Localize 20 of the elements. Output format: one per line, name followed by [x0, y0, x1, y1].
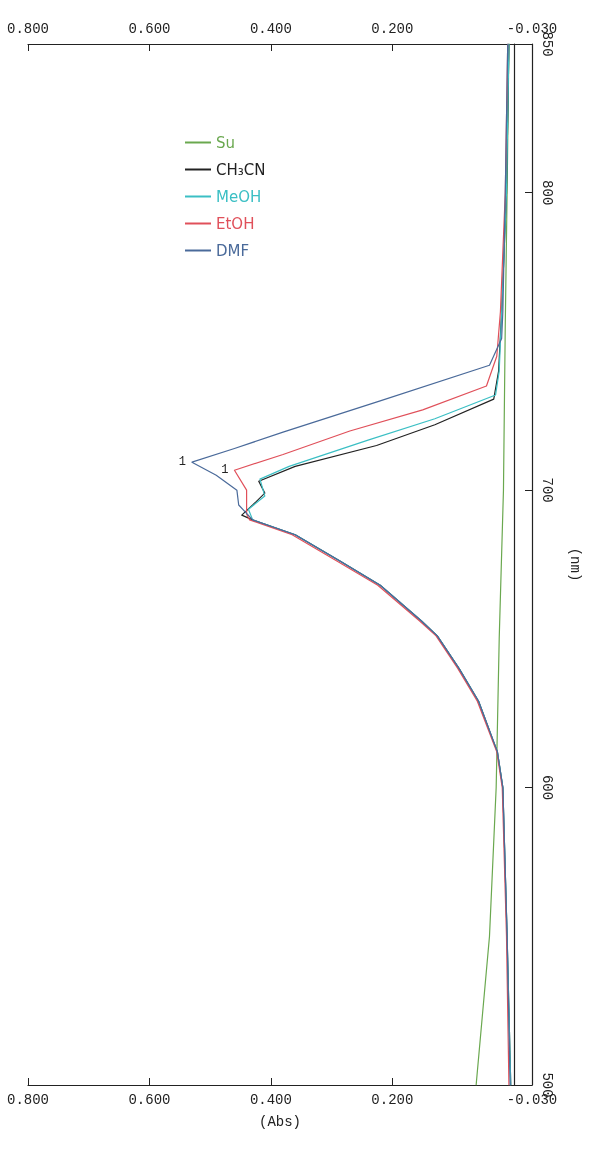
x-tick-label: 0.200 — [371, 1092, 414, 1108]
x2-tick-label: 0.600 — [128, 21, 171, 37]
legend-label: CH₃CN — [216, 160, 266, 179]
x-tick-label: 0.400 — [249, 1092, 292, 1108]
x2-tick-label: 0.400 — [249, 21, 292, 37]
y-axis-title: (nm) — [567, 547, 583, 582]
y-tick-label: 700 — [539, 477, 555, 503]
x-tick-label: 0.600 — [128, 1092, 171, 1108]
x-tick-label: 0.800 — [6, 1092, 50, 1108]
annotation: 1 — [178, 455, 186, 470]
legend-label: DMF — [216, 241, 250, 260]
x2-tick-label: 0.200 — [371, 21, 414, 37]
annotation: 1 — [221, 463, 229, 478]
legend-label: MeOH — [216, 187, 262, 206]
y-tick-label: 800 — [539, 180, 555, 206]
y-tick-label: 600 — [539, 774, 555, 801]
x2-tick-label: 0.800 — [6, 21, 50, 37]
x-axis-title: (Abs) — [258, 1114, 302, 1130]
legend-label: Su — [216, 133, 236, 152]
legend-label: EtOH — [216, 214, 255, 233]
